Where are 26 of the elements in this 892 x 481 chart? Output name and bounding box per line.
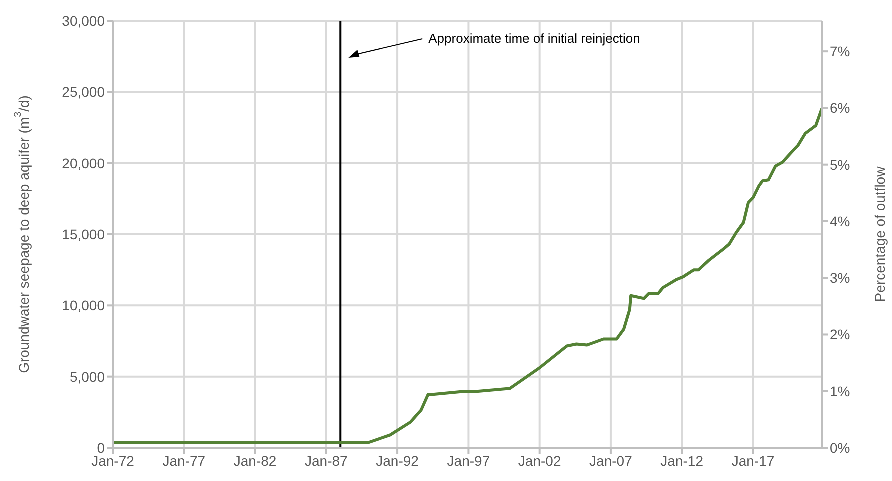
y-tick-label: 10,000 <box>62 298 106 314</box>
x-tick-label: Jan-97 <box>447 452 490 469</box>
x-tick-label: Jan-82 <box>234 452 277 469</box>
y2-tick-label: 4% <box>830 213 850 230</box>
x-tick-label: Jan-17 <box>732 452 775 469</box>
ref-line-label: Approximate time of initial reinjection <box>428 31 640 46</box>
y-tick-label: 20,000 <box>62 155 106 172</box>
x-tick-label: Jan-07 <box>590 452 633 469</box>
y2-tick-label: 3% <box>830 270 850 286</box>
y2-tick-label: 1% <box>830 383 850 400</box>
y2-tick-label: 6% <box>830 100 850 116</box>
y2-tick-label: 5% <box>830 156 850 173</box>
y2-axis-title: Percentage of outflow <box>872 166 888 302</box>
y2-tick-label: 7% <box>830 44 850 60</box>
line-series <box>113 107 822 445</box>
y-tick-label: 25,000 <box>62 84 106 100</box>
x-tick-label: Jan-02 <box>518 452 562 469</box>
x-tick-label: Jan-12 <box>660 452 704 469</box>
y-tick-label: 30,000 <box>62 12 106 29</box>
y2-tick-label: 0% <box>830 440 850 456</box>
x-tick-label: Jan-87 <box>305 452 348 469</box>
x-tick-label: Jan-92 <box>376 452 420 469</box>
y-tick-label: 5,000 <box>70 368 106 385</box>
x-tick-label: Jan-77 <box>162 452 206 469</box>
y-tick-label: 15,000 <box>62 226 106 242</box>
y2-tick-label: 2% <box>830 326 850 343</box>
